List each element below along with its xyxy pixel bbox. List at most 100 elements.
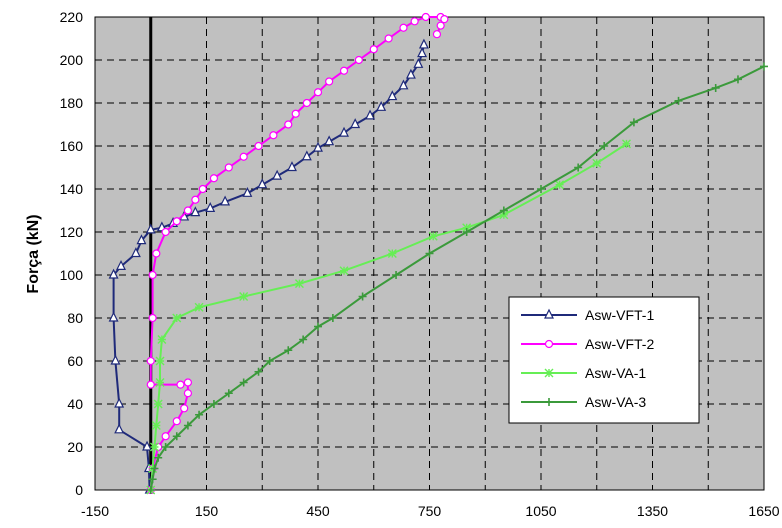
data-point-asw-va-3 (358, 292, 367, 301)
data-point-asw-vft-2 (183, 378, 193, 387)
y-tick-label: 140 (60, 181, 84, 197)
data-point-asw-vft-2 (152, 249, 161, 258)
data-point-asw-vft-1 (339, 126, 349, 137)
data-point-asw-va-3 (629, 118, 638, 127)
data-point-asw-va-1 (153, 399, 163, 409)
data-point-asw-vft-2 (269, 131, 278, 140)
data-point-asw-vft-2 (146, 356, 155, 366)
data-point-asw-vft-1 (376, 100, 387, 111)
data-point-asw-vft-1 (324, 135, 335, 146)
data-point-asw-vft-1 (413, 57, 424, 68)
y-tick-label: 60 (67, 353, 83, 369)
data-point-asw-vft-1 (205, 202, 216, 212)
data-point-asw-va-3 (224, 389, 233, 398)
y-tick-label: 160 (60, 138, 84, 154)
data-point-asw-va-3 (711, 83, 720, 92)
data-point-asw-va-3 (172, 432, 181, 441)
x-tick-label: 1650 (748, 503, 779, 519)
data-point-asw-vft-1 (108, 268, 119, 279)
data-point-asw-va-3 (299, 335, 308, 344)
data-point-asw-va-3 (760, 62, 768, 71)
data-point-asw-va-1 (155, 378, 165, 387)
data-point-asw-vft-1 (116, 260, 126, 270)
tick-labels: 0 20 40 60 80 100 120 140 160 180 200 220 -150 150 450… (60, 9, 780, 519)
data-point-asw-va-3 (674, 96, 683, 105)
y-tick-label: 40 (67, 396, 83, 412)
data-point-asw-vft-1 (387, 90, 398, 101)
data-point-asw-vft-2 (172, 417, 181, 426)
data-point-asw-vft-1 (313, 141, 323, 152)
y-tick-label: 0 (75, 482, 83, 498)
data-point-asw-va-1 (294, 279, 304, 289)
data-point-asw-vft-2 (302, 98, 311, 108)
data-point-asw-vft-1 (114, 423, 125, 434)
data-point-asw-vft-2 (432, 30, 442, 39)
data-point-asw-vft-2 (284, 120, 293, 129)
data-point-asw-vft-1 (108, 311, 119, 322)
data-point-asw-vft-2 (161, 227, 170, 237)
data-point-asw-va-3 (161, 443, 170, 451)
data-point-asw-va-1 (151, 421, 161, 430)
data-point-asw-vft-1 (114, 397, 125, 408)
data-point-asw-vft-2 (325, 77, 334, 86)
data-point-asw-va-1 (555, 180, 565, 190)
data-point-asw-vft-2 (399, 23, 408, 32)
data-point-asw-va-3 (195, 410, 204, 419)
data-point-asw-vft-2 (180, 404, 189, 413)
data-point-asw-va-3 (148, 475, 157, 484)
data-point-asw-va-1 (157, 335, 167, 344)
legend-label-asw-vft-2: Asw-VFT-2 (585, 336, 654, 352)
data-point-asw-vft-2 (224, 163, 233, 172)
data-point-asw-va-3 (239, 378, 248, 387)
x-tick-label: 450 (306, 503, 330, 519)
data-point-asw-vft-2 (172, 217, 181, 226)
y-axis-label: Força (kN) (25, 214, 42, 293)
data-point-asw-va-1 (387, 249, 397, 258)
data-point-asw-va-3 (183, 421, 192, 430)
data-point-asw-vft-2 (421, 12, 430, 22)
series-group (108, 12, 768, 495)
data-point-asw-vft-1 (418, 38, 429, 49)
x-tick-label: 1050 (525, 503, 556, 519)
x-tick-label: -150 (81, 503, 109, 519)
data-point-asw-vft-2 (440, 15, 449, 24)
data-point-asw-va-3 (254, 367, 263, 376)
legend-marker-asw-vft-2 (544, 339, 554, 349)
data-point-asw-va-3 (499, 206, 508, 215)
data-point-asw-vft-2 (354, 55, 363, 65)
data-point-asw-vft-1 (220, 195, 231, 206)
data-point-asw-vft-1 (398, 79, 409, 90)
data-point-asw-va-3 (537, 185, 545, 193)
data-point-asw-vft-2 (384, 34, 393, 43)
data-point-asw-vft-1 (136, 234, 147, 245)
data-point-asw-vft-1 (110, 354, 121, 365)
data-point-asw-vft-1 (417, 47, 428, 58)
data-point-asw-vft-2 (198, 184, 207, 194)
data-point-asw-vft-2 (436, 21, 445, 30)
data-point-asw-vft-2 (176, 380, 185, 389)
data-point-asw-va-1 (592, 158, 602, 168)
x-tick-label: 750 (418, 503, 442, 519)
data-point-asw-va-1 (428, 231, 438, 241)
data-point-asw-va-3 (150, 464, 159, 473)
y-tick-label: 20 (67, 439, 83, 455)
data-point-asw-va-3 (462, 228, 471, 236)
data-point-asw-va-3 (574, 163, 583, 172)
data-point-asw-va-3 (600, 142, 609, 150)
data-point-asw-vft-2 (148, 270, 157, 280)
data-point-asw-vft-2 (183, 389, 193, 398)
legend-marker-asw-va-1 (544, 368, 554, 378)
data-point-asw-va-3 (425, 249, 434, 258)
data-point-asw-va-3 (314, 322, 322, 331)
data-point-asw-vft-1 (272, 169, 283, 180)
data-point-asw-va-3 (209, 400, 218, 408)
y-tick-label: 180 (60, 95, 84, 111)
data-point-asw-vft-1 (242, 186, 253, 197)
data-point-asw-vft-1 (405, 68, 416, 79)
y-tick-label: 100 (60, 267, 84, 283)
x-tick-label: 1350 (637, 503, 668, 519)
legend: Asw-VFT-1 Asw-VFT-2 Asw-VA-1 Asw-VA-3 (508, 296, 700, 424)
legend-label-asw-vft-1: Asw-VFT-1 (585, 307, 654, 323)
data-point-asw-va-3 (154, 453, 163, 462)
